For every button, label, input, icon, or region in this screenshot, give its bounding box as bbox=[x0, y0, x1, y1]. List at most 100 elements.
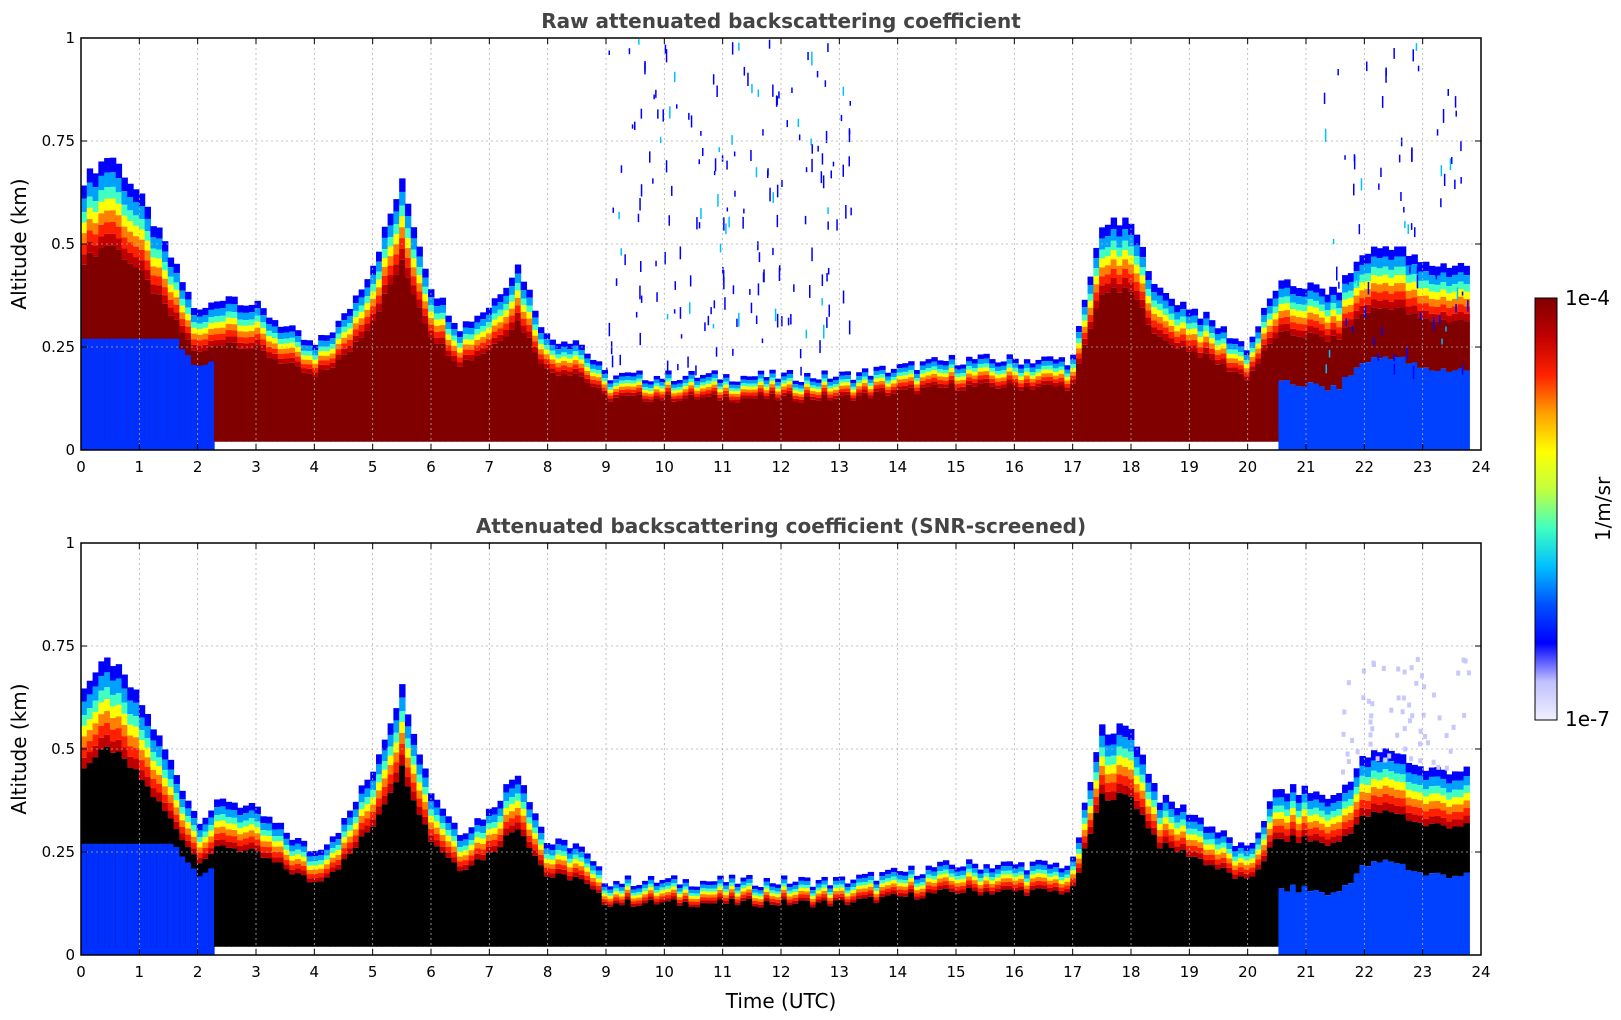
heatmap-cell bbox=[133, 716, 140, 727]
heatmap-cell bbox=[1180, 322, 1187, 329]
heatmap-cell bbox=[954, 390, 961, 442]
heatmap-cell bbox=[509, 294, 516, 302]
heatmap-cell bbox=[757, 374, 765, 379]
heatmap-cell bbox=[1359, 791, 1366, 800]
heatmap-cell bbox=[190, 315, 198, 323]
heatmap-cell bbox=[370, 306, 377, 314]
heatmap-cell bbox=[942, 373, 950, 378]
heatmap-cell bbox=[694, 890, 701, 894]
heatmap-cell bbox=[1336, 389, 1343, 450]
x-tick-label: 16 bbox=[1005, 458, 1024, 476]
heatmap-cell bbox=[254, 833, 261, 840]
heatmap-cell bbox=[127, 242, 134, 253]
heatmap-cell bbox=[665, 370, 672, 375]
heatmap-cell bbox=[1376, 292, 1384, 301]
heatmap-cell bbox=[948, 359, 956, 365]
noise-pixel bbox=[761, 338, 764, 344]
heatmap-cell bbox=[584, 382, 591, 442]
heatmap-cell bbox=[954, 867, 961, 872]
noise-pixel bbox=[1344, 155, 1346, 160]
heatmap-cell bbox=[451, 841, 458, 847]
heatmap-cell bbox=[416, 246, 423, 257]
heatmap-cell bbox=[387, 723, 394, 735]
heatmap-cell bbox=[740, 900, 747, 947]
heatmap-cell bbox=[960, 373, 967, 377]
noise-pixel bbox=[704, 322, 706, 332]
heatmap-cell bbox=[1237, 858, 1245, 863]
heatmap-cell bbox=[115, 238, 123, 250]
heatmap-cell bbox=[1405, 314, 1413, 364]
noise-pixel bbox=[718, 147, 720, 153]
heatmap-cell bbox=[202, 344, 209, 351]
noise-pixel bbox=[664, 44, 667, 54]
heatmap-cell bbox=[682, 395, 689, 399]
heatmap-cell bbox=[1353, 271, 1361, 281]
heatmap-cell bbox=[1197, 858, 1204, 947]
heatmap-cell bbox=[908, 365, 915, 371]
heatmap-cell bbox=[734, 396, 742, 400]
heatmap-cell bbox=[572, 373, 580, 442]
heatmap-cell bbox=[821, 897, 828, 901]
haze-pixel bbox=[1421, 712, 1426, 718]
heatmap-cell bbox=[335, 359, 342, 442]
heatmap-cell bbox=[451, 329, 458, 336]
heatmap-cell bbox=[109, 680, 117, 695]
heatmap-cell bbox=[92, 187, 99, 202]
heatmap-cell bbox=[572, 854, 580, 860]
heatmap-cell bbox=[300, 870, 308, 876]
heatmap-cell bbox=[271, 836, 279, 842]
heatmap-cell bbox=[156, 843, 163, 955]
heatmap-cell bbox=[665, 898, 672, 902]
heatmap-cell bbox=[300, 875, 308, 947]
heatmap-cell bbox=[1417, 303, 1424, 311]
noise-pixel bbox=[823, 324, 825, 339]
heatmap-cell bbox=[1272, 332, 1280, 339]
haze-pixel bbox=[1341, 731, 1346, 737]
heatmap-cell bbox=[509, 825, 516, 833]
heatmap-cell bbox=[659, 899, 666, 903]
heatmap-cell bbox=[1203, 833, 1210, 840]
heatmap-cell bbox=[752, 395, 759, 399]
noise-pixel bbox=[732, 348, 734, 356]
heatmap-cell bbox=[352, 835, 360, 842]
noise-pixel bbox=[1407, 224, 1409, 234]
heatmap-cell bbox=[1064, 365, 1071, 370]
noise-pixel bbox=[755, 167, 758, 178]
heatmap-cell bbox=[1399, 274, 1407, 284]
noise-pixel bbox=[772, 84, 774, 97]
heatmap-cell bbox=[925, 885, 932, 889]
heatmap-cell bbox=[133, 189, 140, 203]
heatmap-cell bbox=[607, 895, 614, 899]
noise-pixel bbox=[696, 217, 698, 230]
heatmap-cell bbox=[1110, 744, 1118, 756]
heatmap-cell bbox=[133, 225, 140, 237]
heatmap-cell bbox=[289, 874, 296, 947]
heatmap-cell bbox=[1318, 386, 1326, 450]
heatmap-cell bbox=[867, 871, 875, 877]
heatmap-cell bbox=[433, 846, 441, 947]
heatmap-cell bbox=[347, 351, 354, 442]
heatmap-cell bbox=[156, 792, 163, 802]
heatmap-cell bbox=[1249, 366, 1256, 371]
heatmap-cell bbox=[393, 752, 400, 763]
heatmap-cell bbox=[1070, 354, 1077, 360]
heatmap-cell bbox=[792, 393, 799, 396]
heatmap-cell bbox=[138, 249, 146, 261]
heatmap-cell bbox=[1139, 764, 1146, 775]
heatmap-cell bbox=[387, 225, 394, 238]
noise-pixel bbox=[776, 313, 779, 328]
haze-pixel bbox=[1466, 670, 1471, 676]
heatmap-cell bbox=[445, 816, 452, 824]
heatmap-cell bbox=[1162, 293, 1170, 301]
heatmap-cell bbox=[1423, 280, 1430, 289]
heatmap-cell bbox=[647, 401, 655, 442]
heatmap-cell bbox=[885, 895, 892, 947]
heatmap-cell bbox=[861, 882, 869, 886]
heatmap-cell bbox=[1237, 876, 1245, 947]
heatmap-cell bbox=[994, 891, 1002, 947]
heatmap-cell bbox=[445, 345, 452, 351]
heatmap-cell bbox=[925, 881, 932, 886]
heatmap-cell bbox=[416, 774, 423, 783]
heatmap-cell bbox=[613, 385, 620, 389]
heatmap-cell bbox=[1052, 382, 1060, 387]
